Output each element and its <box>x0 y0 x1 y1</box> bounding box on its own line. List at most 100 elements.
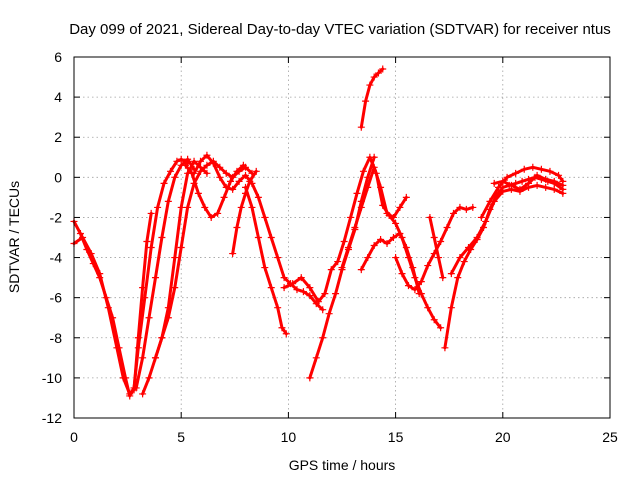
data-point-marker <box>171 173 179 181</box>
data-point-marker <box>370 153 378 161</box>
data-point-marker <box>411 286 419 294</box>
data-point-marker <box>533 181 541 189</box>
data-point-marker <box>424 262 432 270</box>
data-point-marker <box>297 274 305 282</box>
data-point-marker <box>280 284 288 292</box>
data-point-marker <box>426 213 434 221</box>
data-point-marker <box>196 167 204 175</box>
y-axis-label: SDTVAR / TECUs <box>6 181 22 293</box>
data-point-marker <box>145 374 153 382</box>
series-trace <box>282 155 443 330</box>
data-point-marker <box>147 209 155 217</box>
data-point-marker <box>299 288 307 296</box>
data-point-marker <box>235 177 243 185</box>
data-point-marker <box>181 161 189 169</box>
y-tick-label: 4 <box>54 89 62 105</box>
data-point-marker <box>409 264 417 272</box>
data-point-marker <box>267 234 275 241</box>
data-point-marker <box>338 264 346 272</box>
data-point-marker <box>113 344 121 352</box>
data-point-marker <box>151 354 159 362</box>
data-point-marker <box>261 264 269 272</box>
data-point-marker <box>227 177 235 185</box>
data-point-marker <box>104 304 112 312</box>
data-point-marker <box>239 161 247 169</box>
data-point-marker <box>533 171 541 179</box>
series-trace <box>479 165 565 219</box>
data-point-marker <box>233 223 241 231</box>
data-point-marker <box>229 250 237 258</box>
data-point-marker <box>214 209 222 217</box>
data-point-marker <box>520 165 528 173</box>
data-point-marker <box>274 254 282 262</box>
data-point-marker <box>389 234 397 241</box>
data-point-marker <box>441 344 449 352</box>
data-point-marker <box>351 223 359 231</box>
x-tick-label: 25 <box>602 429 618 445</box>
data-series-arc-13 <box>357 229 423 298</box>
data-point-marker <box>87 250 95 258</box>
data-point-marker <box>340 238 348 246</box>
data-point-marker <box>220 193 228 201</box>
data-point-marker <box>370 73 378 81</box>
data-point-marker <box>537 165 545 173</box>
data-point-marker <box>261 213 269 221</box>
y-tick-label: -6 <box>50 290 63 306</box>
data-point-marker <box>190 157 198 165</box>
data-point-marker <box>383 209 391 217</box>
data-point-marker <box>499 177 507 185</box>
data-point-marker <box>512 179 520 187</box>
series-trace <box>184 163 245 219</box>
data-point-marker <box>559 181 567 189</box>
data-point-marker <box>396 203 404 211</box>
data-point-marker <box>550 185 558 193</box>
data-point-marker <box>222 169 230 177</box>
data-point-marker <box>216 163 224 171</box>
data-point-marker <box>482 217 490 225</box>
data-point-marker <box>327 266 335 274</box>
data-point-marker <box>203 161 211 169</box>
data-series-arc-9 <box>242 183 290 338</box>
data-point-marker <box>160 179 168 187</box>
data-point-marker <box>143 238 151 246</box>
x-tick-label: 15 <box>388 429 404 445</box>
series-trace <box>244 185 288 336</box>
axis-ticks: 0 5 10 15 20 25 -12 -10 -8 -6 -4 -2 0 2 4 6 <box>42 49 618 445</box>
data-point-marker <box>454 274 462 282</box>
data-series-arc-20 <box>490 171 567 193</box>
data-point-marker <box>325 310 333 318</box>
series-trace <box>449 183 565 276</box>
data-point-marker <box>424 304 432 312</box>
data-point-marker <box>525 179 533 187</box>
data-point-marker <box>415 290 423 298</box>
data-point-marker <box>145 314 153 322</box>
data-point-marker <box>546 167 554 175</box>
data-point-marker <box>319 334 327 342</box>
data-point-marker <box>132 384 140 392</box>
x-tick-label: 5 <box>177 429 185 445</box>
data-point-marker <box>383 240 391 248</box>
data-point-marker <box>447 270 455 278</box>
data-point-marker <box>364 254 372 262</box>
data-point-marker <box>252 167 260 175</box>
data-point-marker <box>366 81 374 89</box>
data-point-marker <box>184 203 192 211</box>
data-point-marker <box>347 213 355 221</box>
data-point-marker <box>550 177 558 185</box>
data-series-arc-14 <box>357 65 387 131</box>
data-point-marker <box>357 203 365 211</box>
data-point-marker <box>274 304 282 312</box>
data-point-marker <box>280 274 288 282</box>
data-point-marker <box>207 213 215 221</box>
data-point-marker <box>353 189 361 197</box>
data-point-marker <box>203 151 211 159</box>
data-point-marker <box>158 234 166 241</box>
data-point-marker <box>190 169 198 177</box>
data-point-marker <box>542 183 550 191</box>
data-series-arc-7 <box>190 151 327 314</box>
y-tick-label: 2 <box>54 129 62 145</box>
data-point-marker <box>430 234 438 241</box>
series-trace <box>359 232 421 296</box>
data-point-marker <box>490 179 498 187</box>
